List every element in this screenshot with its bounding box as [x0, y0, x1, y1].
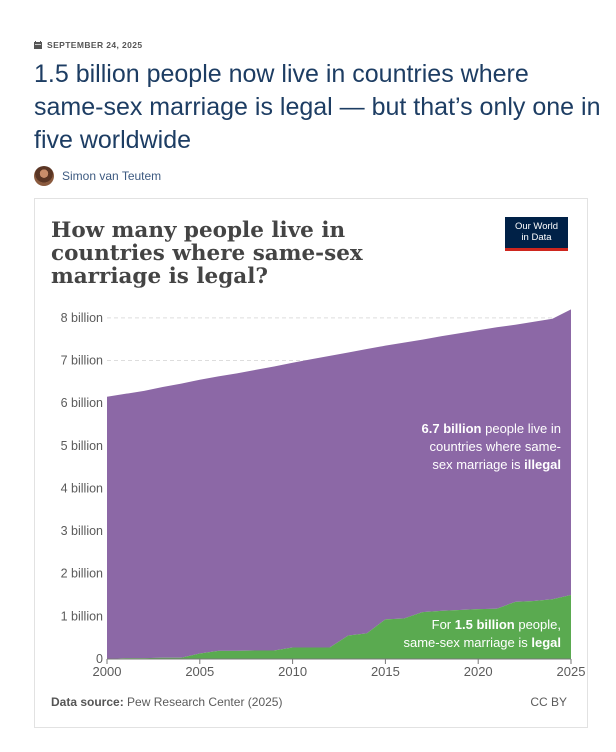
x-tick-label: 2000 — [93, 664, 122, 679]
y-tick-label: 2 billion — [61, 567, 103, 581]
series-area-illegal — [107, 309, 571, 659]
area-chart: 0 1 billion 2 billion 3 billion 4 billion 5 b… — [61, 309, 586, 679]
y-tick-label: 4 billion — [61, 481, 103, 495]
annotation-illegal: countries where same- — [430, 439, 562, 454]
y-tick-label: 3 billion — [61, 524, 103, 538]
author-link[interactable]: Simon van Teutem — [62, 169, 162, 183]
x-tick-label: 2005 — [185, 664, 214, 679]
license[interactable]: CC BY — [530, 695, 567, 709]
x-tick-label: 2025 — [557, 664, 586, 679]
y-tick-label: 5 billion — [61, 439, 103, 453]
avatar — [34, 166, 54, 186]
calendar-icon — [34, 41, 42, 49]
y-tick-label: 8 billion — [61, 311, 103, 325]
annotation-legal: For 1.5 billion people, — [432, 617, 561, 632]
byline: Simon van Teutem — [34, 165, 604, 187]
x-tick-label: 2015 — [371, 664, 400, 679]
data-source[interactable]: Data source: Pew Research Center (2025) — [51, 695, 282, 709]
series-area-legal — [107, 595, 571, 659]
x-tick-label: 2010 — [278, 664, 307, 679]
chart-title: How many people live in countries where … — [51, 218, 363, 289]
article-headline: 1.5 billion people now live in countries… — [34, 60, 601, 154]
x-tick-label: 2020 — [464, 664, 493, 679]
logo-line-2: in Data — [521, 231, 552, 243]
annotation-legal: same-sex marriage is legal — [404, 635, 562, 650]
chart-card: How many people live in countries where … — [34, 198, 588, 728]
y-tick-label: 7 billion — [61, 354, 103, 368]
data-source-value: Pew Research Center (2025) — [127, 695, 283, 709]
owid-logo[interactable]: Our World in Data — [505, 217, 568, 251]
y-tick-label: 0 — [96, 652, 103, 666]
logo-line-1: Our World — [514, 221, 559, 232]
y-tick-label: 6 billion — [61, 396, 103, 410]
article-header: SEPTEMBER 24, 2025 1.5 billion people no… — [34, 38, 604, 187]
annotation-illegal: 6.7 billion people live in — [422, 421, 561, 436]
date-row: SEPTEMBER 24, 2025 — [34, 38, 604, 52]
annotation-illegal: sex marriage is illegal — [432, 457, 561, 472]
y-tick-label: 1 billion — [61, 609, 103, 623]
data-source-label: Data source: — [51, 695, 124, 709]
publish-date: SEPTEMBER 24, 2025 — [47, 40, 143, 50]
